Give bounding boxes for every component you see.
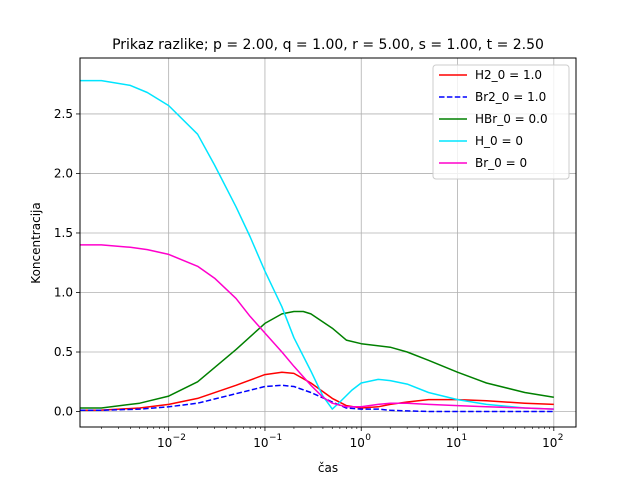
series-line-4 xyxy=(80,79,554,410)
chart-title: Prikaz razlike; p = 2.00, q = 1.00, r = … xyxy=(112,37,544,53)
legend-label: H2_0 = 1.0 xyxy=(475,68,542,82)
x-tick-label: 10 xyxy=(446,436,461,450)
series-line-3 xyxy=(80,310,554,409)
y-tick-label: 1.0 xyxy=(54,285,73,299)
legend-box xyxy=(432,64,570,180)
legend-label: H_0 = 0 xyxy=(475,134,523,148)
series-line-2 xyxy=(80,384,554,413)
x-tick-exponent: 2 xyxy=(558,433,564,443)
plot-frame xyxy=(79,57,577,428)
y-tick-label: 2.5 xyxy=(54,107,73,121)
x-tick-label: 10 xyxy=(542,436,557,450)
x-tick-label: 10 xyxy=(157,436,172,450)
y-tick-label: 1.5 xyxy=(54,226,73,240)
x-tick-exponent: 0 xyxy=(365,433,371,443)
legend-label: Br2_0 = 1.0 xyxy=(475,90,546,104)
x-tick-label: 10 xyxy=(253,436,268,450)
series-group xyxy=(79,79,554,413)
axis-ticks: 10 −2 10 −1 10 0 10 1 10 20.00.51.01.52.02.5 xyxy=(54,107,564,450)
series-line-1 xyxy=(79,371,554,412)
x-tick-label: 10 xyxy=(350,436,365,450)
x-tick-exponent: −1 xyxy=(269,433,282,443)
x-axis-label: čas xyxy=(318,461,338,475)
legend-label: Br_0 = 0 xyxy=(475,156,527,170)
y-tick-label: 0.0 xyxy=(54,405,73,419)
legend: H2_0 = 1.0 Br2_0 = 1.0 HBr_0 = 0.0 H_0 = 0… xyxy=(432,64,570,180)
y-axis-label: Koncentracija xyxy=(29,202,43,283)
legend-label: HBr_0 = 0.0 xyxy=(475,112,548,126)
x-tick-exponent: −2 xyxy=(173,433,186,443)
y-tick-label: 0.5 xyxy=(54,345,73,359)
x-tick-exponent: 1 xyxy=(462,433,468,443)
series-line-5 xyxy=(80,244,554,410)
y-tick-label: 2.0 xyxy=(54,166,73,180)
